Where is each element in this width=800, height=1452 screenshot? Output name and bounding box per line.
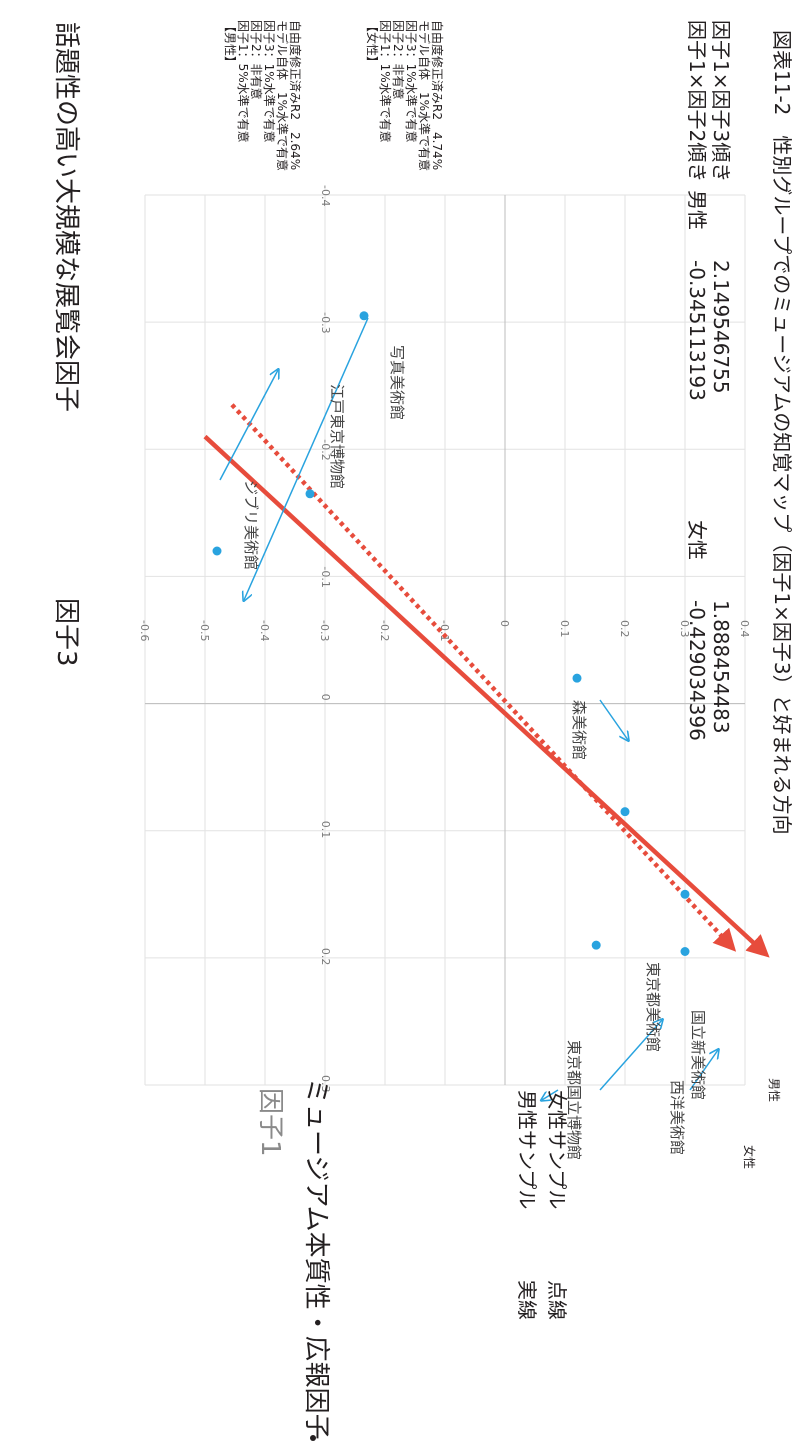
museum-point bbox=[680, 889, 690, 899]
leader-arrow bbox=[219, 370, 278, 481]
data-points: 西洋美術館 東京都国立博物館 国立新美術館 東京都美術館 森美術館 江戸東京博物館ジブリ美… bbox=[212, 311, 707, 1160]
museum-label: 東京都国立博物館 bbox=[565, 1040, 583, 1160]
museum-point bbox=[305, 489, 315, 499]
note-female-5: モデル自体 1%水準で有意 bbox=[417, 20, 432, 171]
grid-lines bbox=[144, 194, 746, 1086]
notes-female: 【女性】 因子1：1%水準で有意 因子2：非有意 因子3：1%水準で有意 モデル… bbox=[365, 20, 445, 171]
y-tick-label: -0.4 bbox=[258, 620, 271, 641]
note-female-3: 因子2：非有意 bbox=[391, 20, 406, 100]
museum-label: 森美術館 bbox=[570, 700, 588, 760]
museum-label: 江戸東京博物館 bbox=[328, 384, 346, 489]
y-tick-label: -0.5 bbox=[198, 620, 211, 641]
y-tick-label: -0.3 bbox=[318, 620, 331, 641]
tick-labels: -0.4 -0.3 -0.2 -0.1 0 0.1 0.2 0.3 0.4 0.3 0.2 0.1 0 -… bbox=[138, 185, 751, 1093]
legend-female-style: 点線 bbox=[545, 1280, 569, 1320]
figure-caption: 図表11-2 性別グループでのミュージアムの知覚マップ（因子1×因子3）と好まれ… bbox=[770, 30, 794, 835]
leader-arrows bbox=[219, 317, 718, 1100]
museum-point bbox=[620, 807, 630, 817]
note-male-5: モデル自体 1%水準で有意 bbox=[275, 20, 290, 171]
end-label-female: 女性 bbox=[742, 1145, 757, 1169]
legend-male-style: 実線 bbox=[515, 1280, 539, 1320]
museum-point bbox=[591, 940, 601, 950]
stats-female-1: -0.429034396 bbox=[685, 600, 709, 741]
note-female-6: 自由度修正済みR2 4.74% bbox=[430, 20, 445, 170]
museum-label: ジブリ美術館 bbox=[242, 480, 260, 570]
x-tick-label: -0.2 bbox=[319, 439, 332, 460]
y-tick-label: 0.2 bbox=[618, 620, 631, 638]
y-tick-label: -0.1 bbox=[438, 620, 451, 641]
x-axis-name: 因子1 bbox=[255, 1088, 285, 1157]
leader-arrow bbox=[599, 699, 628, 740]
x-tick-label: 0.3 bbox=[319, 1075, 332, 1093]
notes-male: 【男性】 因子1：5%水準で有意 因子2：非有意 因子3：1%水準で有意 モデル… bbox=[223, 20, 303, 171]
female-trend-line bbox=[230, 403, 737, 952]
y-tick-label: 0.3 bbox=[678, 620, 691, 638]
stats-male-2: 2.149546755 bbox=[709, 260, 733, 394]
museum-label: 東京都美術館 bbox=[644, 962, 662, 1052]
museum-point bbox=[572, 673, 582, 683]
stats-female-2: 1.888454483 bbox=[709, 600, 733, 734]
museum-label: 国立新美術館 bbox=[689, 1010, 707, 1100]
x-axis-title: ミュージアム本質性・広報因子 bbox=[301, 1078, 331, 1440]
note-male-1: 【男性】 bbox=[223, 20, 237, 68]
museum-point bbox=[359, 311, 369, 321]
stats-row-label-2: 因子1×因子3傾き bbox=[709, 20, 733, 182]
museum-point bbox=[212, 546, 222, 556]
note-female-4: 因子3：1%水準で有意 bbox=[404, 20, 419, 143]
stats-header-female: 女性 bbox=[685, 520, 709, 560]
note-male-6: 自由度修正済みR2 2.64% bbox=[288, 20, 303, 170]
y-axis-name: 因子3 bbox=[51, 598, 81, 667]
stats-male-1: -0.345113193 bbox=[685, 260, 709, 401]
regression-lines bbox=[203, 403, 770, 958]
museum-label: 写真美術館 bbox=[388, 345, 406, 420]
leader-arrow bbox=[542, 1089, 559, 1100]
title-bullet bbox=[310, 1435, 316, 1441]
y-tick-label: -0.6 bbox=[138, 620, 151, 641]
leader-arrow bbox=[599, 1020, 662, 1091]
leader-arrow bbox=[689, 1050, 718, 1091]
note-female-2: 因子1：1%水準で有意 bbox=[378, 20, 393, 143]
legend-male: 男性サンプル bbox=[515, 1090, 539, 1209]
y-tick-label: 0.1 bbox=[558, 620, 571, 638]
y-tick-label: 0.4 bbox=[738, 620, 751, 638]
y-tick-label: 0 bbox=[498, 620, 511, 627]
note-male-3: 因子2：非有意 bbox=[249, 20, 264, 100]
x-tick-label: -0.1 bbox=[319, 566, 332, 587]
y-tick-label: -0.2 bbox=[378, 620, 391, 641]
x-tick-label: -0.3 bbox=[319, 312, 332, 333]
note-female-1: 【女性】 bbox=[365, 20, 380, 68]
male-trend-line bbox=[203, 434, 770, 958]
museum-label: 西洋美術館 bbox=[668, 1080, 686, 1155]
legend-female: 女性サンプル bbox=[545, 1090, 569, 1209]
leader-arrow bbox=[244, 317, 369, 600]
x-tick-label: 0.1 bbox=[319, 821, 332, 839]
x-tick-label: 0.2 bbox=[319, 948, 332, 966]
note-male-2: 因子1：5%水準で有意 bbox=[236, 20, 251, 143]
stats-row-label-1: 因子1×因子2傾き bbox=[685, 20, 709, 182]
museum-point bbox=[680, 947, 690, 956]
end-label-male: 男性 bbox=[767, 1078, 781, 1102]
stats-header-male: 男性 bbox=[685, 190, 709, 230]
note-male-4: 因子3：1%水準で有意 bbox=[262, 20, 277, 143]
x-tick-label: -0.4 bbox=[319, 185, 332, 206]
x-tick-label: 0 bbox=[319, 694, 332, 701]
y-axis-title: 話題性の高い大規模な展覧会因子 bbox=[51, 22, 81, 412]
